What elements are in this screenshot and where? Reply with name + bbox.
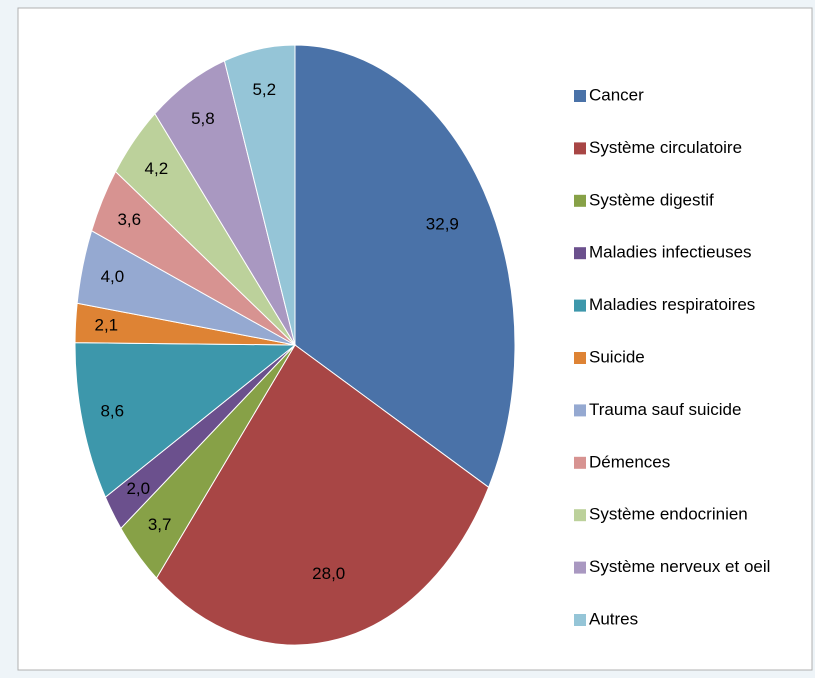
pie-slice	[223, 44, 296, 346]
legend-swatch	[574, 352, 586, 364]
legend-swatch	[574, 247, 586, 260]
legend-swatch	[574, 404, 586, 417]
legend-swatch	[574, 456, 586, 469]
legend-swatch	[574, 614, 586, 626]
legend-swatch	[574, 509, 586, 522]
legend-swatch	[574, 194, 586, 207]
data-label: 5,8	[191, 109, 215, 128]
legend-label: Suicide	[589, 347, 645, 366]
legend-swatch	[574, 142, 586, 155]
legend-label: Système digestif	[589, 190, 714, 209]
legend-swatch	[574, 561, 586, 574]
legend-swatch	[574, 299, 586, 312]
legend-label: Système nerveux et oeil	[589, 557, 770, 576]
data-label: 2,0	[126, 479, 150, 498]
data-label: 3,6	[117, 210, 141, 229]
data-label: 5,2	[252, 80, 276, 99]
data-label: 4,0	[101, 267, 125, 286]
legend-label: Trauma sauf suicide	[589, 400, 741, 419]
data-label: 28,0	[312, 564, 345, 583]
pie-slice	[155, 344, 490, 646]
legend-label: Démences	[589, 452, 670, 471]
pie-slice	[74, 342, 297, 498]
data-label: 8,6	[100, 401, 124, 420]
data-label: 4,2	[145, 159, 169, 178]
pie-slice	[294, 44, 516, 489]
data-label: 2,1	[94, 315, 118, 334]
legend-label: Maladies respiratoires	[589, 295, 755, 314]
legend-label: Autres	[589, 609, 638, 628]
legend-label: Système circulatoire	[589, 138, 742, 157]
legend-label: Cancer	[589, 85, 644, 104]
data-label: 32,9	[426, 215, 459, 234]
data-label: 3,7	[148, 515, 172, 534]
legend-swatch	[574, 90, 586, 102]
legend-label: Système endocrinien	[589, 505, 748, 524]
legend-label: Maladies infectieuses	[589, 243, 752, 262]
